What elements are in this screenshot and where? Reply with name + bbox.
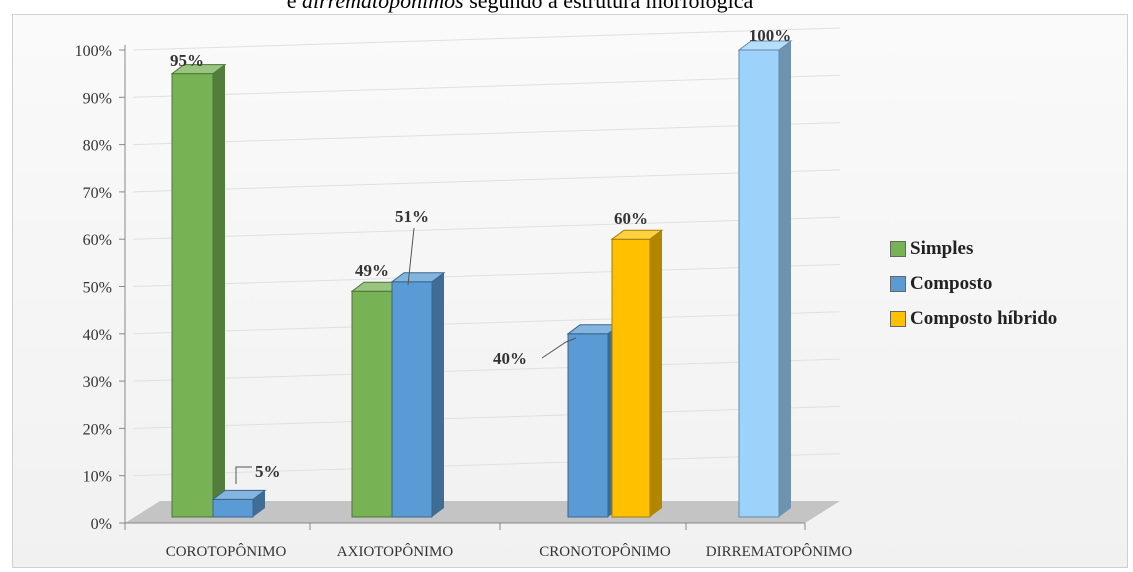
data-label: 40% bbox=[493, 349, 527, 368]
data-label: 95% bbox=[170, 51, 204, 70]
leader-line bbox=[235, 466, 252, 484]
legend-label-composto: Composto bbox=[910, 273, 993, 294]
category-label: DIRREMATOPÔNIMO bbox=[706, 543, 853, 560]
gridline bbox=[132, 264, 841, 287]
y-tick-label: 20% bbox=[83, 421, 112, 438]
bar-composto-híbrido-2 bbox=[611, 238, 651, 518]
chart-title: e dirrematopônimos segundo a estrutura m… bbox=[0, 0, 1040, 14]
legend-item-composto-hibrido: Composto híbrido bbox=[890, 308, 1057, 330]
gridline bbox=[132, 453, 841, 477]
gridline bbox=[132, 27, 841, 51]
bar-top bbox=[211, 489, 267, 500]
y-tick-label: 0% bbox=[91, 516, 112, 533]
legend: Simples Composto Composto híbrido bbox=[890, 238, 1057, 343]
legend-item-composto: Composto bbox=[890, 273, 1057, 295]
bar-top bbox=[170, 64, 227, 75]
legend-swatch-simples bbox=[890, 241, 906, 257]
y-tick-label: 80% bbox=[83, 138, 112, 155]
gridline bbox=[132, 122, 841, 146]
bar-composto-1 bbox=[391, 281, 433, 518]
category-label: AXIOTOPÔNIMO bbox=[337, 543, 454, 560]
gridline bbox=[132, 169, 841, 193]
y-tick-label: 30% bbox=[83, 374, 112, 391]
y-tick-label: 70% bbox=[83, 185, 112, 202]
legend-label-composto-hibrido: Composto híbrido bbox=[910, 308, 1058, 329]
gridline bbox=[132, 74, 841, 98]
y-tick-label: 40% bbox=[83, 327, 112, 344]
title-italic: dirrematopônimos bbox=[301, 0, 464, 13]
leader-line bbox=[541, 337, 577, 359]
leader-line bbox=[407, 227, 415, 286]
y-tick-label: 90% bbox=[83, 90, 112, 107]
data-label: 60% bbox=[614, 209, 648, 228]
bar-top bbox=[390, 272, 446, 283]
bar-simples-1 bbox=[351, 290, 393, 518]
gridline bbox=[132, 216, 841, 240]
bar-side bbox=[650, 230, 662, 517]
title-prefix: e bbox=[286, 0, 302, 13]
bar-side bbox=[253, 490, 265, 517]
bar-simples-0 bbox=[171, 73, 214, 518]
category-label: COROTOPÔNIMO bbox=[166, 543, 287, 560]
category-label: CRONOTOPÔNIMO bbox=[539, 543, 671, 560]
data-label: 51% bbox=[395, 207, 429, 226]
data-label: 49% bbox=[355, 261, 389, 280]
bar-composto-0 bbox=[212, 498, 254, 518]
legend-item-simples: Simples bbox=[890, 238, 1057, 260]
bar-composto-2 bbox=[567, 333, 609, 518]
gridline bbox=[132, 358, 841, 382]
bar-side bbox=[432, 272, 444, 517]
y-tick-label: 60% bbox=[83, 232, 112, 249]
bar-side bbox=[779, 41, 791, 517]
bar-side bbox=[213, 64, 225, 518]
bar-composto-3 bbox=[738, 49, 780, 518]
gridline bbox=[132, 405, 841, 429]
legend-swatch-composto-hibrido bbox=[890, 311, 906, 327]
y-tick-label: 10% bbox=[83, 469, 112, 486]
gridline bbox=[132, 311, 841, 335]
data-label: 5% bbox=[255, 462, 281, 481]
bar-top bbox=[737, 40, 793, 51]
legend-label-simples: Simples bbox=[910, 238, 974, 259]
title-suffix: segundo a estrutura morfológica bbox=[463, 0, 754, 13]
y-tick-label: 100% bbox=[75, 43, 112, 60]
data-label: 100% bbox=[749, 26, 792, 45]
legend-swatch-composto bbox=[890, 276, 906, 292]
y-tick-label: 50% bbox=[83, 280, 112, 297]
bar-top bbox=[610, 229, 664, 240]
